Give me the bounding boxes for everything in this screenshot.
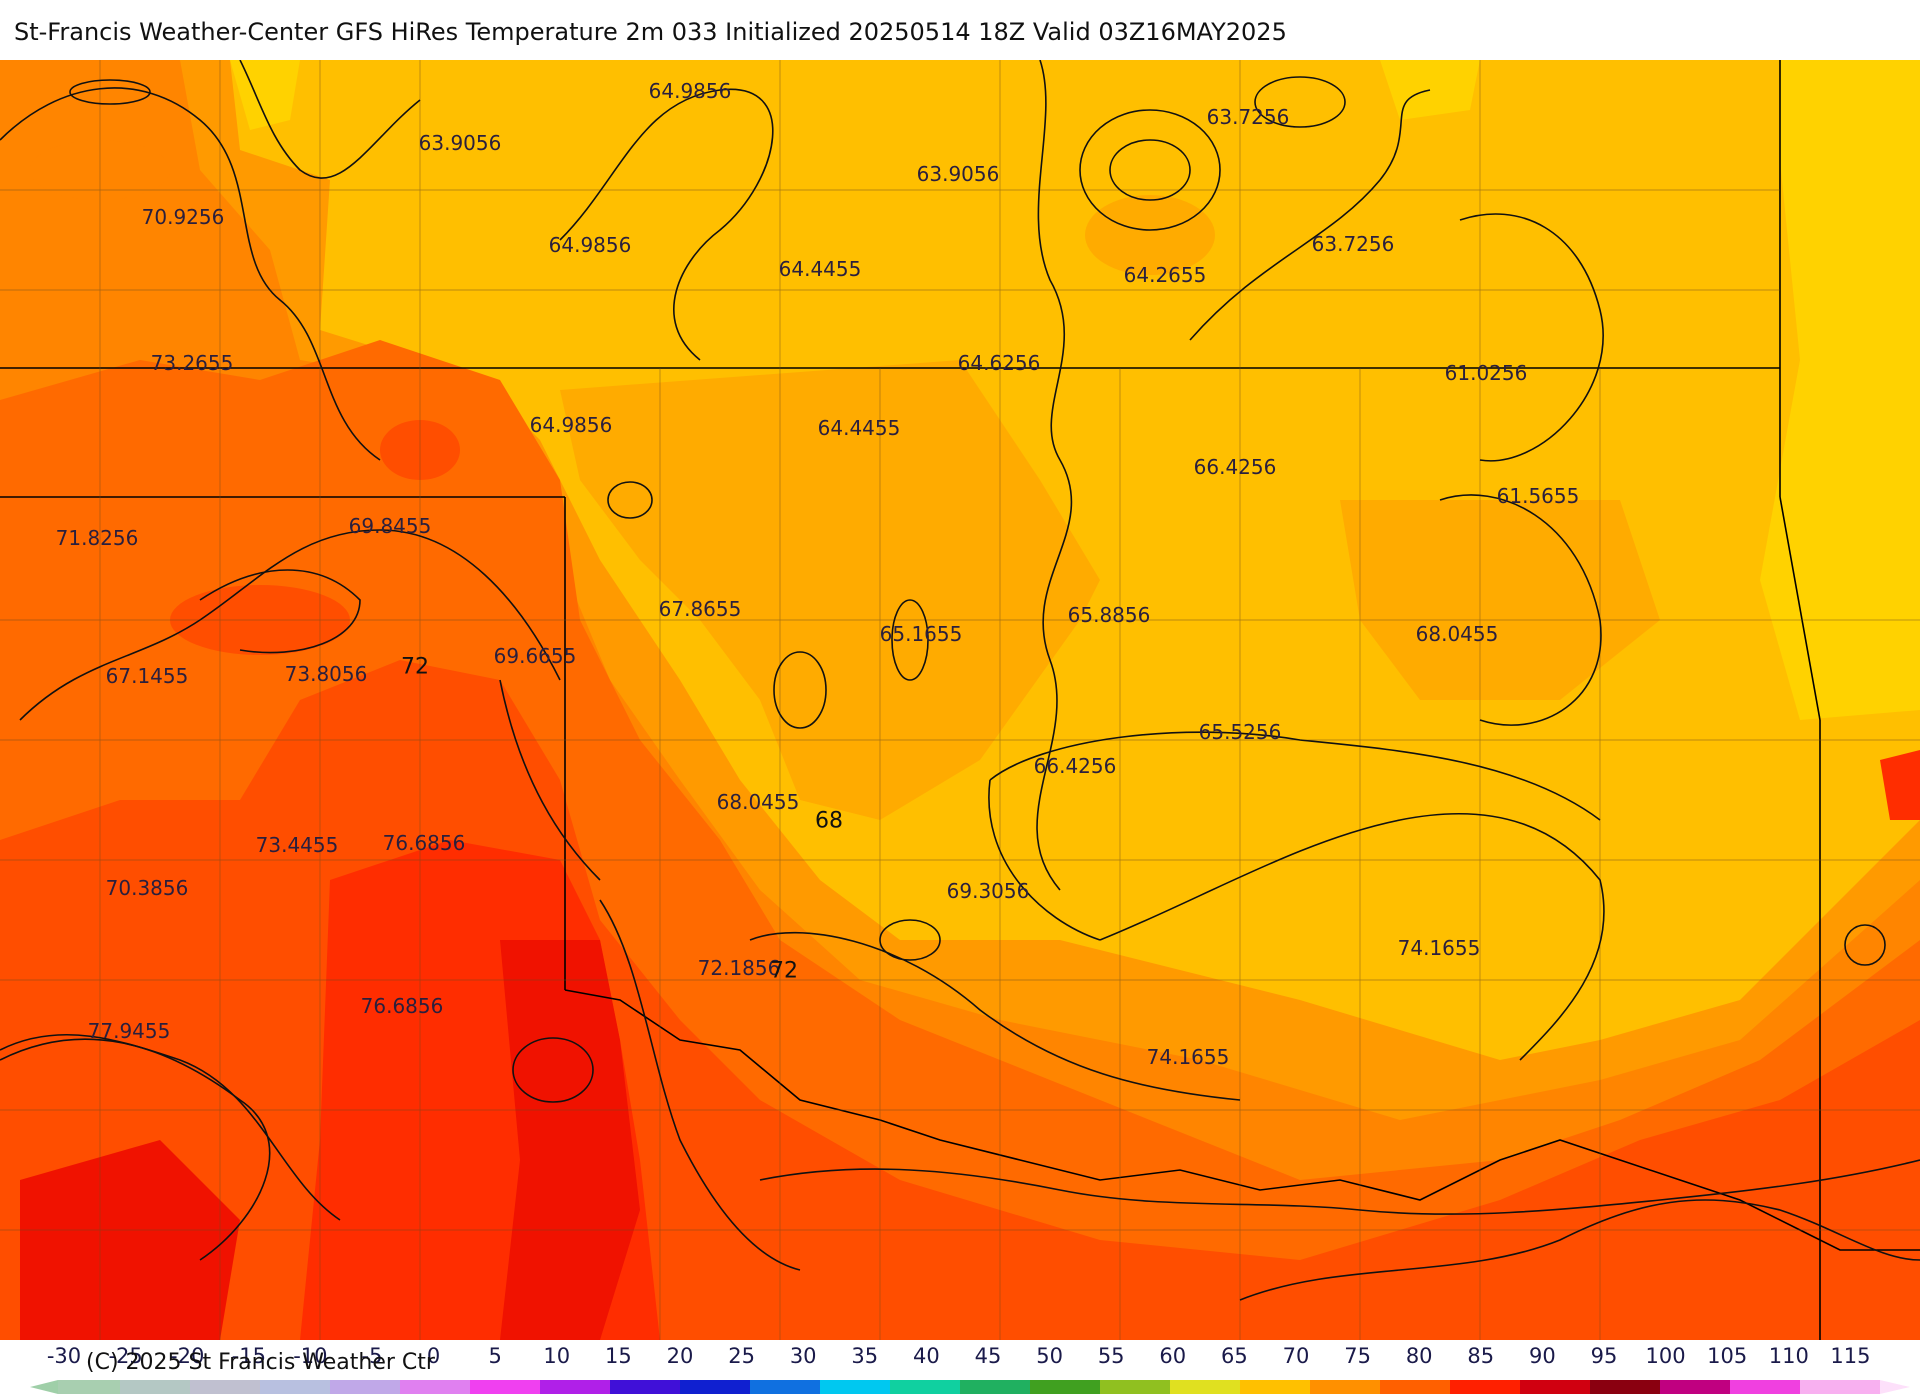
colorbar-tick: 5 — [488, 1344, 502, 1368]
contour-label: 68 — [815, 808, 843, 834]
value-label: 66.4256 — [1193, 455, 1277, 479]
contour-label: 72 — [401, 654, 429, 680]
colorbar-tick: 75 — [1344, 1344, 1371, 1368]
temperature-map — [0, 60, 1920, 1340]
value-label: 65.8856 — [1067, 603, 1151, 627]
value-label: 67.8655 — [658, 597, 742, 621]
value-label: 64.4455 — [778, 257, 862, 281]
colorbar-tick: 20 — [666, 1344, 694, 1368]
colorbar-tick: 15 — [605, 1344, 632, 1368]
value-label: 64.9856 — [648, 79, 732, 103]
colorbar-tick: 115 — [1830, 1344, 1871, 1368]
colorbar-tick: -5 — [361, 1344, 383, 1368]
value-label: 63.7256 — [1206, 105, 1290, 129]
value-label: 64.4455 — [817, 416, 901, 440]
value-label: 64.6256 — [957, 351, 1041, 375]
value-label: 76.6856 — [360, 994, 444, 1018]
value-label: 73.8056 — [284, 662, 368, 686]
contour-label: 72 — [770, 958, 798, 984]
value-label: 74.1655 — [1397, 936, 1481, 960]
value-label: 64.9856 — [548, 233, 632, 257]
value-label: 64.9856 — [529, 413, 613, 437]
colorbar-tick: 40 — [913, 1344, 940, 1368]
value-label: 74.1655 — [1146, 1045, 1230, 1069]
colorbar-tick: 85 — [1467, 1344, 1495, 1368]
colorbar-tick: 80 — [1405, 1344, 1433, 1368]
value-label: 70.3856 — [105, 876, 189, 900]
colorbar-tick: 100 — [1645, 1344, 1686, 1368]
colorbar-tick: -30 — [46, 1344, 82, 1368]
value-label: 69.3056 — [946, 879, 1030, 903]
value-label: 69.8455 — [348, 514, 432, 538]
copyright: (C) 2025 St Francis Weather Ctr — [86, 1350, 435, 1375]
value-label: 72.1856 — [697, 956, 781, 980]
colorbar-tick: 10 — [543, 1344, 571, 1368]
value-label: 76.6856 — [382, 831, 466, 855]
map-title: St-Francis Weather-Center GFS HiRes Temp… — [14, 18, 1287, 46]
colorbar-tick: 105 — [1707, 1344, 1748, 1368]
colorbar-tick: 50 — [1036, 1344, 1063, 1368]
value-label: 64.2655 — [1123, 263, 1207, 287]
colorbar-tick: 65 — [1221, 1344, 1248, 1368]
value-label: 61.0256 — [1444, 361, 1528, 385]
colorbar-tick: 0 — [426, 1344, 441, 1368]
colorbar-tick: 30 — [789, 1344, 817, 1368]
colorbar-tick: -15 — [231, 1344, 266, 1368]
value-label: 70.9256 — [141, 205, 225, 229]
colorbar-tick: 90 — [1529, 1344, 1556, 1368]
colorbar-tick: 70 — [1282, 1344, 1310, 1368]
value-label: 71.8256 — [55, 526, 139, 550]
colorbar-tick: -10 — [293, 1344, 328, 1368]
colorbar-tick: 95 — [1590, 1344, 1618, 1368]
value-label: 77.9455 — [87, 1019, 171, 1043]
value-label: 63.7256 — [1311, 232, 1395, 256]
value-label: 73.4455 — [255, 833, 339, 857]
value-label: 65.5256 — [1198, 720, 1282, 744]
colorbar-tick: 35 — [851, 1344, 879, 1368]
value-label: 69.6655 — [493, 644, 577, 668]
colorbar-tick: -25 — [108, 1344, 143, 1368]
value-label: 61.5655 — [1496, 484, 1580, 508]
value-label: 63.9056 — [418, 131, 502, 155]
value-label: 67.1455 — [105, 664, 189, 688]
value-label: 68.0455 — [716, 790, 800, 814]
colorbar-tick: 60 — [1159, 1344, 1187, 1368]
value-label: 66.4256 — [1033, 754, 1117, 778]
colorbar-tick: 45 — [974, 1344, 1002, 1368]
colorbar-tick: -20 — [170, 1344, 205, 1368]
value-label: 63.9056 — [916, 162, 1000, 186]
value-label: 65.1655 — [879, 622, 963, 646]
colorbar-tick: 110 — [1768, 1344, 1809, 1368]
value-label: 73.2655 — [150, 351, 234, 375]
colorbar-tick: 25 — [728, 1344, 755, 1368]
colorbar — [30, 1380, 1910, 1394]
value-label: 68.0455 — [1415, 622, 1499, 646]
colorbar-tick: 55 — [1097, 1344, 1125, 1368]
